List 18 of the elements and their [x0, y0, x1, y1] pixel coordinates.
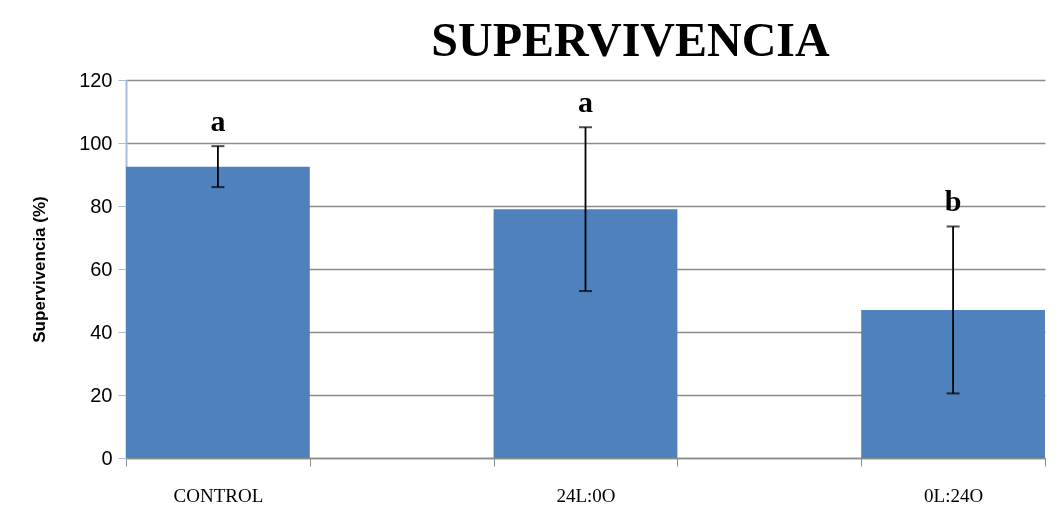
bar [493, 209, 678, 458]
bar [861, 309, 1045, 458]
annotation: a [210, 104, 226, 138]
y-tick-label: 20 [90, 383, 113, 406]
annotation: a [578, 85, 593, 119]
y-tick-label: 0 [101, 446, 113, 469]
y-tick-label: 60 [90, 257, 113, 280]
x-tick-label: 24L:0O [556, 484, 616, 506]
y-tick-label: 80 [90, 194, 113, 217]
x-tick-label: 0L:24O [924, 484, 984, 506]
annotation: b [944, 184, 962, 218]
bar [126, 166, 310, 458]
y-tick-label: 40 [90, 320, 113, 343]
y-tick-label: 100 [79, 131, 113, 154]
y-axis-title: Supervivencia (%) [30, 196, 50, 343]
x-tick-label: CONTROL [173, 484, 264, 506]
y-tick-label: 120 [79, 68, 113, 91]
chart-title: SUPERVIVENCIA [431, 13, 831, 66]
